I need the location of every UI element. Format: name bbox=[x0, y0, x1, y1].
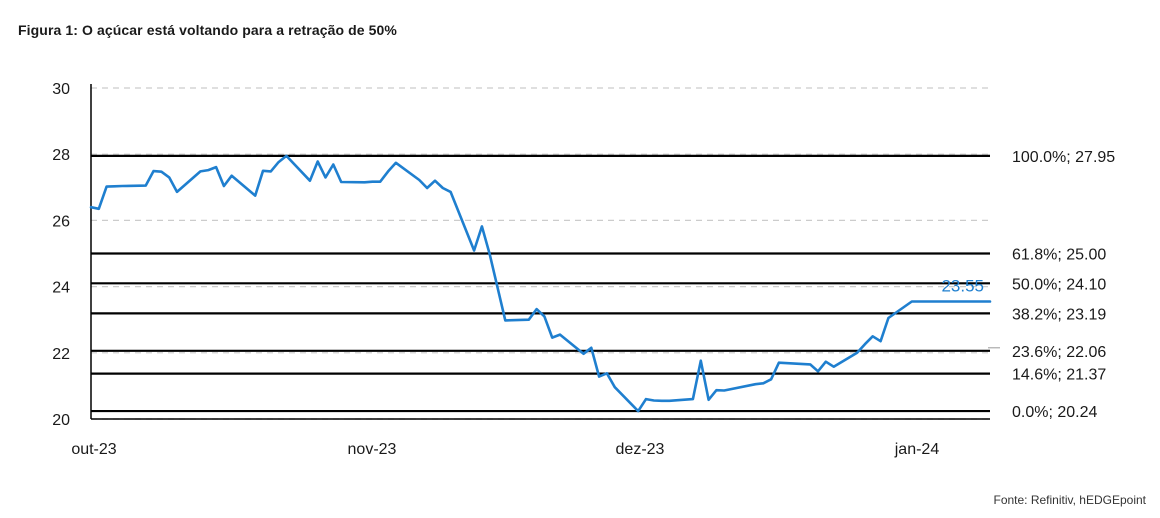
x-tick-label-out-23: out-23 bbox=[71, 441, 116, 458]
series-sugar-price: 23.55 bbox=[89, 154, 992, 413]
chart-title: Figura 1: O açúcar está voltando para a … bbox=[18, 22, 397, 38]
x-tick-label-nov-23: nov-23 bbox=[348, 441, 397, 458]
y-tick-label-28: 28 bbox=[52, 147, 70, 164]
chart-source: Fonte: Refinitiv, hEDGEpoint bbox=[993, 493, 1146, 507]
y-tick-label-20: 20 bbox=[52, 412, 70, 429]
series-line bbox=[89, 154, 992, 413]
x-tick-label-dez-23: dez-23 bbox=[616, 441, 665, 458]
level-label-5: 14.6%; 21.37 bbox=[1012, 367, 1106, 384]
y-tick-label-30: 30 bbox=[52, 81, 70, 98]
level-label-0: 100.0%; 27.95 bbox=[1012, 149, 1115, 166]
level-label-2: 50.0%; 24.10 bbox=[1012, 276, 1106, 293]
y-tick-label-26: 26 bbox=[52, 213, 70, 230]
level-label-4: 23.6%; 22.06 bbox=[1012, 344, 1106, 361]
level-label-6: 0.0%; 20.24 bbox=[1012, 404, 1098, 421]
level-label-3: 38.2%; 23.19 bbox=[1012, 306, 1106, 323]
retracement-levels: 100.0%; 27.95 61.8%; 25.00 50.0%; 24.10 38.… bbox=[91, 149, 1115, 421]
axes: 20 22 24 26 28 30 out-23 nov-23 dez-23 jan-24 bbox=[52, 81, 990, 458]
x-tick-label-jan-24: jan-24 bbox=[894, 441, 940, 458]
y-tick-label-24: 24 bbox=[52, 280, 70, 297]
level-label-1: 61.8%; 25.00 bbox=[1012, 247, 1106, 264]
last-value-label: 23.55 bbox=[941, 276, 984, 295]
y-tick-label-22: 22 bbox=[52, 346, 70, 363]
